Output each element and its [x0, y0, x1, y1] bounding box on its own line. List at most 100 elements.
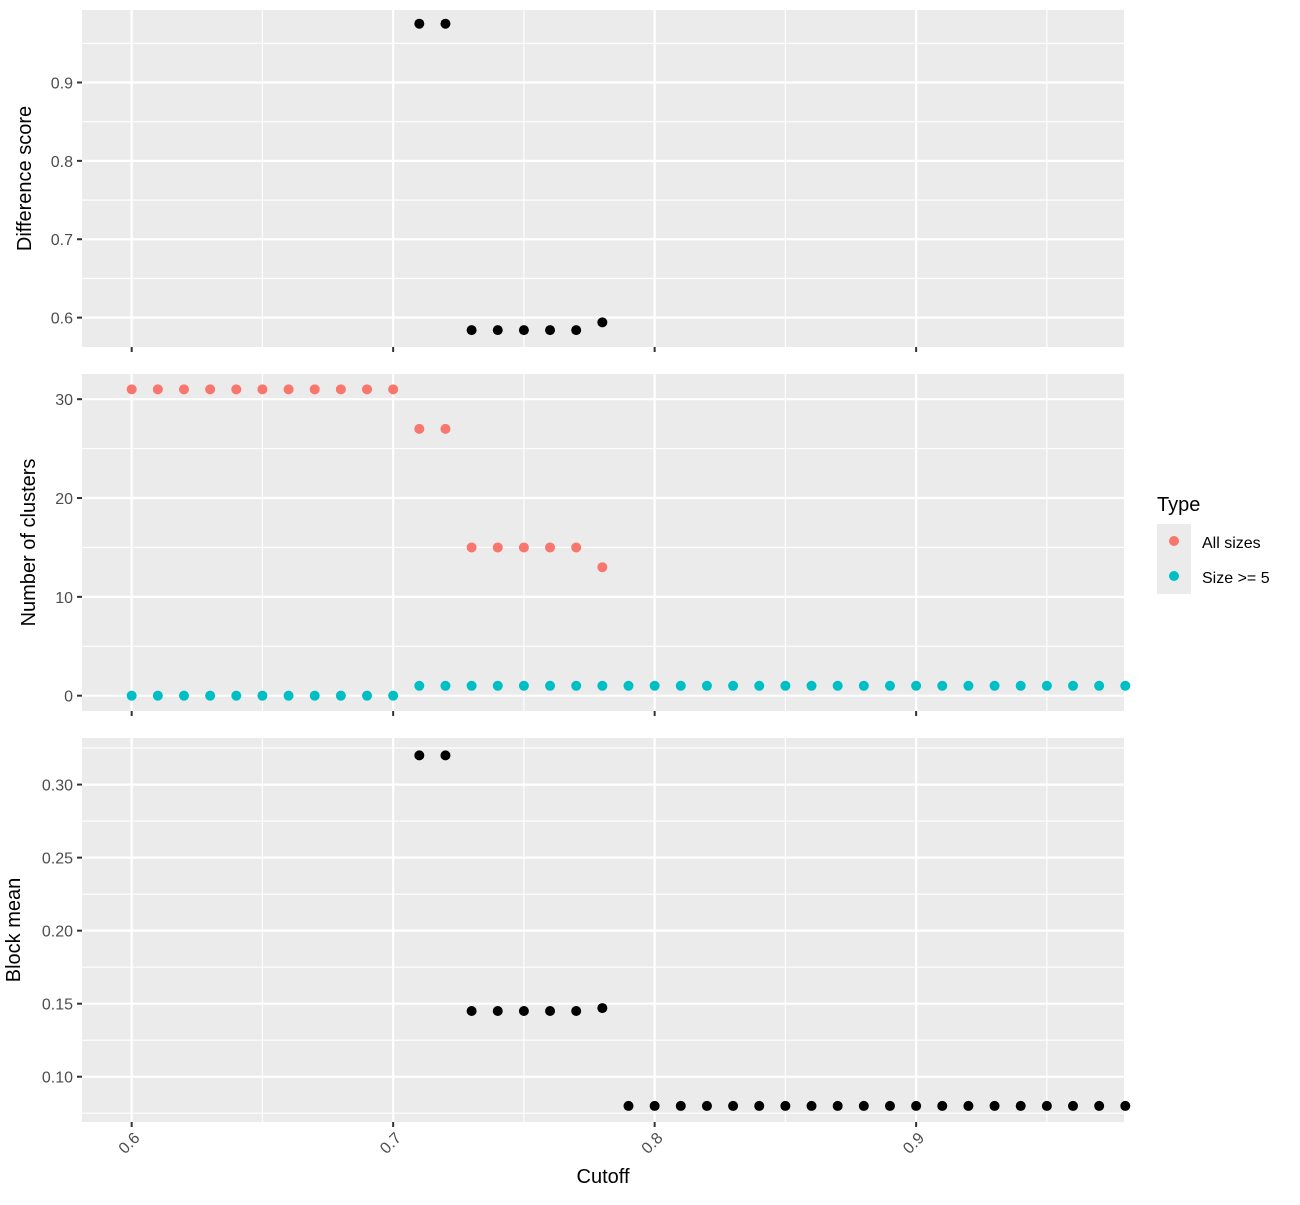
y-axis-title: Difference score [14, 106, 36, 251]
data-point [335, 384, 346, 395]
data-point [937, 680, 948, 691]
data-point [545, 542, 556, 553]
data-point [126, 384, 137, 395]
data-point [440, 680, 451, 691]
data-point [309, 384, 320, 395]
data-point [545, 1005, 556, 1016]
data-point [414, 423, 425, 434]
panel-1: 0.6 0.7 0.8 0.9 Difference score [14, 10, 1124, 352]
data-point [1015, 1100, 1026, 1111]
y-tick-label: 0.7 [51, 232, 73, 249]
y-axis-title: Number of clusters [18, 459, 40, 627]
data-point [597, 1003, 608, 1014]
data-point [884, 680, 895, 691]
data-point [1041, 1100, 1052, 1111]
y-tick-label: 30 [55, 392, 73, 409]
data-point [728, 680, 739, 691]
data-point [780, 680, 791, 691]
data-point [283, 690, 294, 701]
data-point [283, 384, 294, 395]
data-point [466, 542, 477, 553]
data-point [911, 1100, 922, 1111]
data-point [754, 1100, 765, 1111]
data-point [806, 1100, 817, 1111]
data-point [492, 542, 503, 553]
data-point [571, 325, 582, 336]
legend-label-size-ge-5: Size >= 5 [1202, 570, 1270, 587]
data-point [963, 680, 974, 691]
data-point [806, 680, 817, 691]
data-point [492, 1005, 503, 1016]
data-point [205, 384, 216, 395]
data-point [1120, 680, 1131, 691]
data-point [884, 1100, 895, 1111]
data-point [701, 680, 712, 691]
data-point [388, 384, 399, 395]
data-point [414, 18, 425, 29]
data-point [518, 1005, 529, 1016]
data-point [414, 680, 425, 691]
y-axis-title: Block mean [3, 878, 25, 983]
data-point [989, 680, 1000, 691]
data-point [205, 690, 216, 701]
data-point [675, 1100, 686, 1111]
x-tick-label: 0.9 [900, 1130, 928, 1158]
data-point [440, 18, 451, 29]
panels-layer: 0.6 0.7 0.8 0.9 Difference score 0 10 20 30 Numbe… [3, 10, 1131, 1158]
data-point [257, 690, 268, 701]
data-point [1094, 680, 1105, 691]
data-point [1015, 680, 1026, 691]
panel-3: 0.10 0.15 0.20 0.25 0.30 Block mean [3, 738, 1131, 1127]
legend-title: Type [1157, 494, 1200, 516]
data-point [414, 750, 425, 761]
data-point [675, 680, 686, 691]
y-tick-label: 0 [64, 689, 73, 706]
data-point [152, 690, 163, 701]
data-point [440, 750, 451, 761]
panel-2: 0 10 20 30 Number of clusters [18, 374, 1131, 716]
data-point [832, 680, 843, 691]
series-points [414, 750, 1131, 1111]
data-point [178, 384, 189, 395]
legend: Type All sizes Size >= 5 [1157, 494, 1270, 594]
data-point [1041, 680, 1052, 691]
y-tick-label: 0.30 [42, 778, 73, 795]
series-points [414, 18, 608, 336]
y-tick-label: 0.8 [51, 154, 73, 171]
data-point [597, 680, 608, 691]
legend-dot-size-ge-5 [1169, 571, 1179, 581]
data-point [388, 690, 399, 701]
data-point [545, 680, 556, 691]
data-point [152, 384, 163, 395]
data-point [832, 1100, 843, 1111]
data-point [362, 384, 373, 395]
data-point [623, 680, 634, 691]
data-point [780, 1100, 791, 1111]
data-point [597, 562, 608, 573]
series-all-sizes [126, 384, 608, 573]
data-point [518, 325, 529, 336]
y-tick-label: 0.10 [42, 1070, 73, 1087]
data-point [649, 1100, 660, 1111]
y-tick-label: 0.9 [51, 75, 73, 92]
y-tick-label: 0.20 [42, 924, 73, 941]
series-size-5 [126, 680, 1131, 701]
data-point [492, 680, 503, 691]
panel-background [82, 10, 1124, 347]
data-point [623, 1100, 634, 1111]
data-point [518, 542, 529, 553]
data-point [858, 680, 869, 691]
data-point [1068, 1100, 1079, 1111]
x-tick-label: 0.7 [377, 1130, 405, 1158]
data-point [911, 680, 922, 691]
data-point [649, 680, 660, 691]
data-point [466, 1005, 477, 1016]
data-point [963, 1100, 974, 1111]
data-point [231, 384, 242, 395]
y-tick-label: 0.6 [51, 311, 73, 328]
data-point [257, 384, 268, 395]
data-point [728, 1100, 739, 1111]
data-point [571, 1005, 582, 1016]
